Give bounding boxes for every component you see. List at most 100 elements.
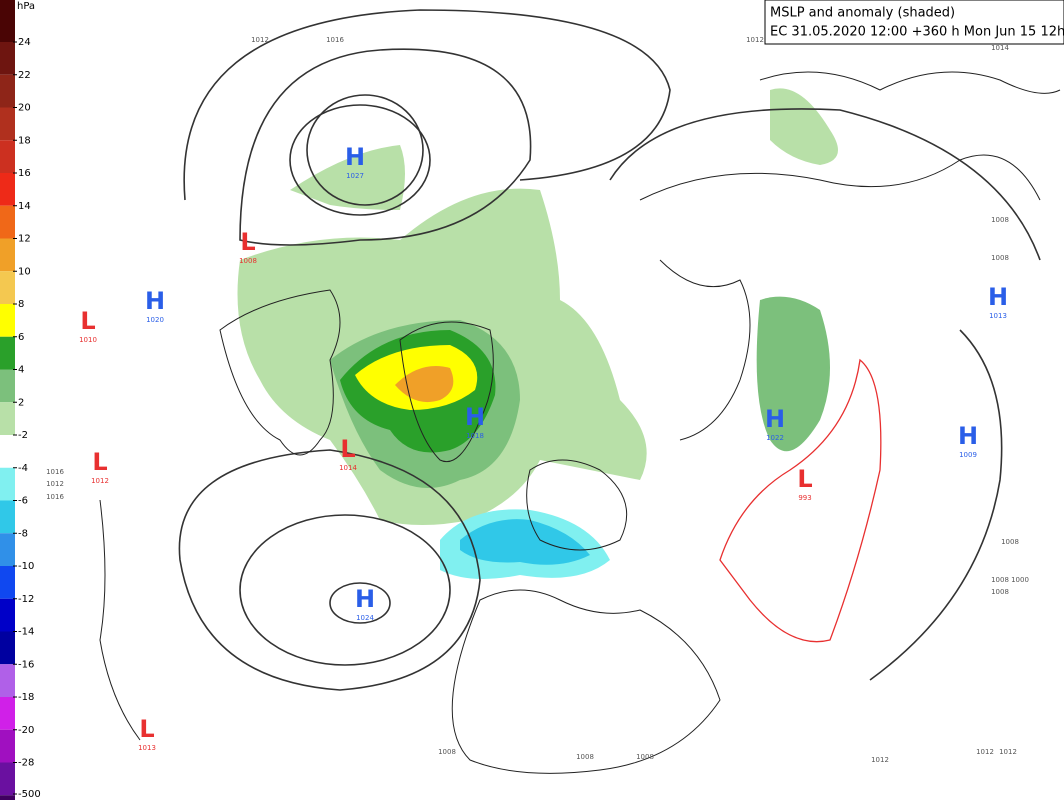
colorbar-label: 24	[18, 37, 31, 48]
colorbar-label: 20	[18, 103, 31, 114]
colorbar-label: -14	[18, 627, 34, 638]
colorbar-swatch	[0, 107, 15, 141]
center-letter: L	[240, 228, 255, 256]
isobar-label: 1008	[576, 753, 594, 761]
center-letter: H	[345, 143, 365, 171]
center-letter: H	[765, 405, 785, 433]
colorbar-swatch	[0, 140, 15, 173]
colorbar-label: 22	[18, 70, 31, 81]
colorbar-label: 8	[18, 299, 24, 310]
colorbar-swatch	[0, 795, 15, 800]
isobar-labels: 1012 1016 10121014100810081008100010081008…	[46, 36, 1029, 764]
isobars	[178, 9, 1041, 691]
isobar-label: 1016	[46, 493, 64, 501]
center-letter: L	[139, 715, 154, 743]
isobar-label: 1014	[991, 44, 1009, 52]
colorbar-swatch	[0, 533, 15, 566]
center-letter: L	[340, 435, 355, 463]
isobar-label: 1008	[438, 748, 456, 756]
center-pressure: 1009	[959, 451, 977, 459]
colorbar-label: -28	[18, 758, 34, 769]
colorbar-label: -4	[18, 463, 28, 474]
colorbar-swatch	[0, 173, 15, 206]
isobar-label: 1016	[46, 468, 64, 476]
colorbar-label: -500	[18, 789, 41, 800]
center-letter: H	[988, 283, 1008, 311]
colorbar-swatch	[0, 467, 15, 501]
isobar-label: 1008	[991, 588, 1009, 596]
colorbar-swatch	[0, 238, 15, 272]
center-pressure: 1024	[356, 614, 374, 622]
pressure-centers: H1027L1008H1020L1010L1012L1014H1018H1024…	[79, 143, 1008, 752]
center-pressure: 1020	[146, 316, 164, 324]
isobar-label: 1012	[746, 36, 764, 44]
colorbar-label: -2	[18, 430, 28, 441]
colorbar-swatch	[0, 369, 15, 403]
colorbar-swatch	[0, 566, 15, 599]
isobar-label: 1008	[636, 753, 654, 761]
isobar-label: 1012	[976, 748, 994, 756]
isobar-label: 1008	[991, 216, 1009, 224]
colorbar-swatch	[0, 74, 15, 108]
isobar-label: 1008	[991, 576, 1009, 584]
colorbar-label: -20	[18, 725, 34, 736]
colorbar-label: -12	[18, 594, 34, 605]
isobar-label: 1012	[999, 748, 1017, 756]
center-pressure: 1013	[989, 312, 1007, 320]
colorbar-label: -8	[18, 528, 28, 539]
colorbar-swatch	[0, 271, 15, 304]
colorbar-label: 6	[18, 332, 24, 343]
colorbar: hPa 24 22 20 18 16 14 12 10 8 6 4 2 -2 -4 -6 -8 -10 -12 -14…	[0, 0, 41, 800]
center-pressure: 1018	[466, 432, 484, 440]
title-line2: EC 31.05.2020 12:00 +360 h Mon Jun 15 12…	[770, 25, 1064, 40]
center-letter: L	[797, 465, 812, 493]
colorbar-unit: hPa	[17, 1, 35, 12]
isobar-label: 1012	[251, 36, 269, 44]
center-letter: H	[465, 403, 485, 431]
coastlines	[99, 71, 1061, 774]
colorbar-swatch	[0, 0, 15, 42]
center-letter: H	[145, 287, 165, 315]
colorbar-label: -10	[18, 561, 34, 572]
colorbar-swatch	[0, 42, 15, 75]
colorbar-label: -16	[18, 659, 34, 670]
colorbar-label: 14	[18, 201, 31, 212]
colorbar-swatch	[0, 664, 15, 697]
colorbar-swatch	[0, 336, 15, 370]
center-letter: L	[80, 307, 95, 335]
colorbar-swatch	[0, 762, 15, 796]
colorbar-label: 10	[18, 266, 31, 277]
isobar-label: 1008	[991, 254, 1009, 262]
colorbar-swatch	[0, 402, 15, 435]
colorbar-swatch	[0, 598, 15, 632]
center-pressure: 1027	[346, 172, 364, 180]
isobar-label: 1012	[871, 756, 889, 764]
colorbar-label: 12	[18, 234, 31, 245]
colorbar-swatch	[0, 697, 15, 730]
isobar-label: 1008	[1001, 538, 1019, 546]
colorbar-label: 16	[18, 168, 31, 179]
colorbar-swatch	[0, 631, 15, 665]
title-line1: MSLP and anomaly (shaded)	[770, 6, 955, 21]
colorbar-label: 4	[18, 365, 24, 376]
colorbar-label: -18	[18, 692, 34, 703]
anomaly-shading	[237, 88, 882, 643]
center-pressure: 993	[798, 494, 811, 502]
colorbar-label: 18	[18, 135, 31, 146]
center-pressure: 1012	[91, 477, 109, 485]
title-box	[764, 0, 1064, 45]
colorbar-swatch	[0, 729, 15, 763]
center-letter: L	[92, 448, 107, 476]
colorbar-swatch	[0, 205, 15, 239]
center-pressure: 1014	[339, 464, 357, 472]
center-letter: H	[355, 585, 375, 613]
center-pressure: 1008	[239, 257, 257, 265]
isobar-label: 1000	[1011, 576, 1029, 584]
colorbar-label: 2	[18, 397, 24, 408]
center-pressure: 1013	[138, 744, 156, 752]
center-pressure: 1022	[766, 434, 784, 442]
colorbar-swatch	[0, 500, 15, 534]
center-letter: H	[958, 422, 978, 450]
colorbar-label: -6	[18, 496, 28, 507]
